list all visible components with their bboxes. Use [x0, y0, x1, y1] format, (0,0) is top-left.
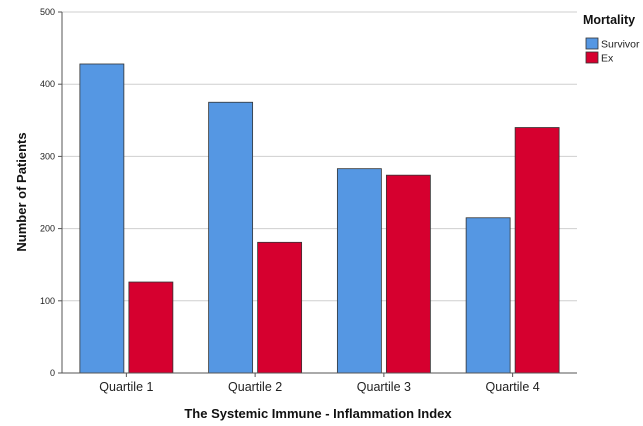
- legend-items: Survivor Ex: [585, 37, 640, 65]
- legend: Mortality Survivor Ex: [583, 13, 640, 65]
- y-tick-label: 200: [40, 224, 55, 234]
- bar-survivor-1: [79, 63, 125, 374]
- legend-title: Mortality: [583, 13, 635, 27]
- legend-label-survivor: Survivor: [601, 39, 640, 51]
- bar-ex-3: [385, 174, 431, 374]
- x-tick-label: Quartile 2: [228, 380, 282, 394]
- y-tick-label: 100: [40, 296, 55, 306]
- bar-survivor-2: [208, 101, 254, 374]
- y-tick-labels: 0 100 200 300 400 500: [40, 7, 55, 378]
- x-tick-label: Quartile 4: [486, 380, 540, 394]
- y-tick-label: 300: [40, 151, 55, 161]
- bar-survivor-3: [336, 168, 382, 374]
- axes: [58, 11, 577, 377]
- x-tick-label: Quartile 1: [99, 380, 153, 394]
- x-tick-labels: Quartile 1 Quartile 2 Quartile 3 Quartile 4: [99, 380, 539, 394]
- bar-ex-4: [514, 127, 560, 374]
- y-tick-label: 0: [50, 368, 55, 378]
- y-tick-label: 500: [40, 7, 55, 17]
- y-tick-label: 400: [40, 79, 55, 89]
- legend-swatch-ex: [585, 51, 599, 64]
- bar-survivor-4: [465, 217, 511, 374]
- x-tick-label: Quartile 3: [357, 380, 411, 394]
- x-axis-title: The Systemic Immune - Inflammation Index: [184, 406, 452, 421]
- bar-ex-1: [128, 281, 174, 374]
- y-axis-title: Number of Patients: [14, 132, 29, 251]
- bars: [79, 63, 560, 374]
- legend-swatch-survivor: [585, 37, 599, 50]
- legend-label-ex: Ex: [601, 53, 614, 65]
- bar-ex-2: [257, 241, 303, 374]
